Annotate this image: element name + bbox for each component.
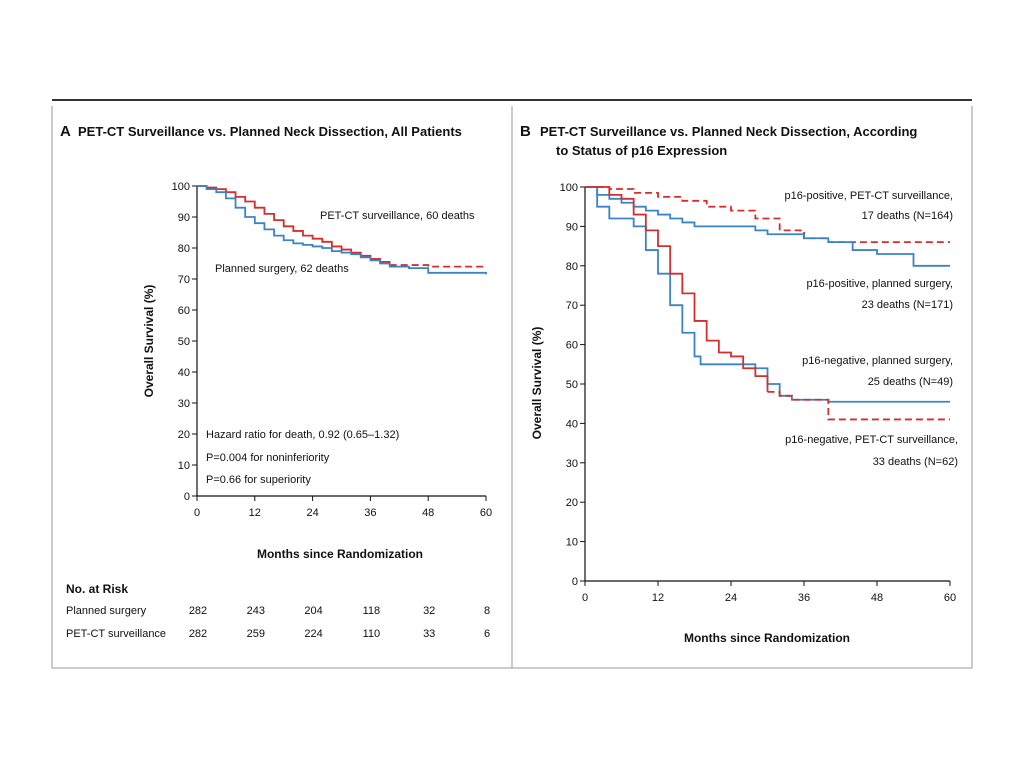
risk-table-header: No. at Risk — [66, 582, 128, 596]
p16-neg-petct-label-2: 33 deaths (N=62) — [873, 456, 958, 468]
panel-b: B PET-CT Surveillance vs. Planned Neck D… — [520, 123, 958, 645]
panel-b-y-tick-label: 50 — [566, 379, 578, 391]
panel-a-y-tick-label: 90 — [178, 212, 190, 224]
panel-a-x-tick-label: 0 — [194, 507, 200, 519]
panel-a-x-tick-label: 36 — [364, 507, 376, 519]
panel-a-risk-table: No. at Risk Planned surgery PET-CT surve… — [66, 582, 490, 640]
panel-a-y-tick-label: 100 — [172, 181, 190, 193]
panel-a-series-label-surgery: Planned surgery, 62 deaths — [215, 263, 349, 275]
risk-value: 8 — [484, 605, 490, 617]
panel-b-x-tick-label: 24 — [725, 592, 737, 604]
panel-b-y-tick-label: 100 — [560, 182, 578, 194]
panel-a-y-tick-label: 30 — [178, 398, 190, 410]
panel-b-y-tick-label: 70 — [566, 300, 578, 312]
panel-b-plot: 0 10 20 30 40 50 60 70 80 90 100 0 12 24 36 48 60 — [560, 182, 956, 604]
risk-value: 110 — [363, 628, 381, 640]
risk-value: 243 — [247, 605, 265, 617]
panel-b-ylabel: Overall Survival (%) — [530, 327, 544, 440]
risk-value: 6 — [484, 628, 490, 640]
panel-a-p-noninferiority: P=0.004 for noninferiority — [206, 452, 330, 464]
risk-value: 118 — [363, 605, 381, 617]
panel-b-y-tick-label: 0 — [572, 576, 578, 588]
panel-b-y-tick-label: 40 — [566, 418, 578, 430]
panel-a-y-tick-label: 50 — [178, 336, 190, 348]
risk-value: 282 — [189, 628, 207, 640]
panel-a-plot: 0 10 20 30 40 50 60 70 80 90 100 0 12 24 36 48 60 — [172, 181, 492, 519]
panel-b-series-3-line — [585, 186, 769, 392]
panel-a-ylabel: Overall Survival (%) — [142, 285, 156, 398]
panel-b-series-3-tail — [767, 390, 950, 421]
risk-value: 204 — [304, 605, 322, 617]
risk-value: 259 — [247, 628, 265, 640]
panel-b-x-tick-label: 60 — [944, 592, 956, 604]
panel-a-x-tick-label: 60 — [480, 507, 492, 519]
panel-a-y-tick-label: 0 — [184, 491, 190, 503]
p16-pos-surgery-label-2: 23 deaths (N=171) — [862, 299, 953, 311]
panel-a-y-tick-label: 10 — [178, 460, 190, 472]
panel-a-hazard-ratio: Hazard ratio for death, 0.92 (0.65–1.32) — [206, 429, 399, 441]
panel-b-y-tick-label: 10 — [566, 537, 578, 549]
panel-a-series-1-line — [197, 185, 487, 275]
panel-b-y-tick-label: 90 — [566, 221, 578, 233]
risk-value: 282 — [189, 605, 207, 617]
risk-row-label-surgery: Planned surgery — [66, 605, 147, 617]
panel-a-x-tick-label: 48 — [422, 507, 434, 519]
panel-a-x-tick-label: 12 — [249, 507, 261, 519]
panel-b-series-1-line — [585, 186, 950, 267]
panel-a-letter: A — [60, 123, 71, 140]
panel-a-xlabel: Months since Randomization — [257, 547, 423, 561]
panel-a-series-label-petct: PET-CT surveillance, 60 deaths — [320, 210, 475, 222]
p16-neg-petct-label-1: p16-negative, PET-CT surveillance, — [785, 434, 958, 446]
panel-a-p-superiority: P=0.66 for superiority — [206, 474, 311, 486]
panel-b-x-tick-label: 0 — [582, 592, 588, 604]
panel-a-y-tick-label: 60 — [178, 305, 190, 317]
panel-b-letter: B — [520, 123, 531, 140]
p16-pos-petct-label-1: p16-positive, PET-CT surveillance, — [784, 190, 953, 202]
panel-a: A PET-CT Surveillance vs. Planned Neck D… — [60, 123, 492, 640]
panel-b-xlabel: Months since Randomization — [684, 631, 850, 645]
panel-a-y-tick-label: 70 — [178, 274, 190, 286]
panel-a-y-tick-label: 20 — [178, 429, 190, 441]
panel-a-y-tick-label: 40 — [178, 367, 190, 379]
p16-pos-surgery-label-1: p16-positive, planned surgery, — [806, 278, 953, 290]
p16-pos-petct-label-2: 17 deaths (N=164) — [862, 210, 953, 222]
risk-value: 224 — [304, 628, 322, 640]
panel-a-x-tick-label: 24 — [306, 507, 318, 519]
panel-b-x-tick-label: 48 — [871, 592, 883, 604]
panel-b-title-line-2: to Status of p16 Expression — [556, 143, 727, 158]
p16-neg-surgery-label-1: p16-negative, planned surgery, — [802, 355, 953, 367]
risk-row-label-petct: PET-CT surveillance — [66, 628, 166, 640]
panel-a-title: PET-CT Surveillance vs. Planned Neck Dis… — [78, 124, 462, 139]
panel-b-x-tick-label: 36 — [798, 592, 810, 604]
panel-b-title-line-1: PET-CT Surveillance vs. Planned Neck Dis… — [540, 124, 917, 139]
panel-a-y-tick-label: 80 — [178, 243, 190, 255]
p16-neg-surgery-label-2: 25 deaths (N=49) — [868, 376, 953, 388]
panel-b-x-tick-label: 12 — [652, 592, 664, 604]
panel-b-y-tick-label: 30 — [566, 458, 578, 470]
risk-value: 32 — [423, 605, 435, 617]
panel-b-y-tick-label: 60 — [566, 340, 578, 352]
panel-b-y-tick-label: 20 — [566, 497, 578, 509]
panel-a-series-0-tail — [389, 264, 486, 268]
panel-b-y-tick-label: 80 — [566, 261, 578, 273]
risk-value: 33 — [423, 628, 435, 640]
